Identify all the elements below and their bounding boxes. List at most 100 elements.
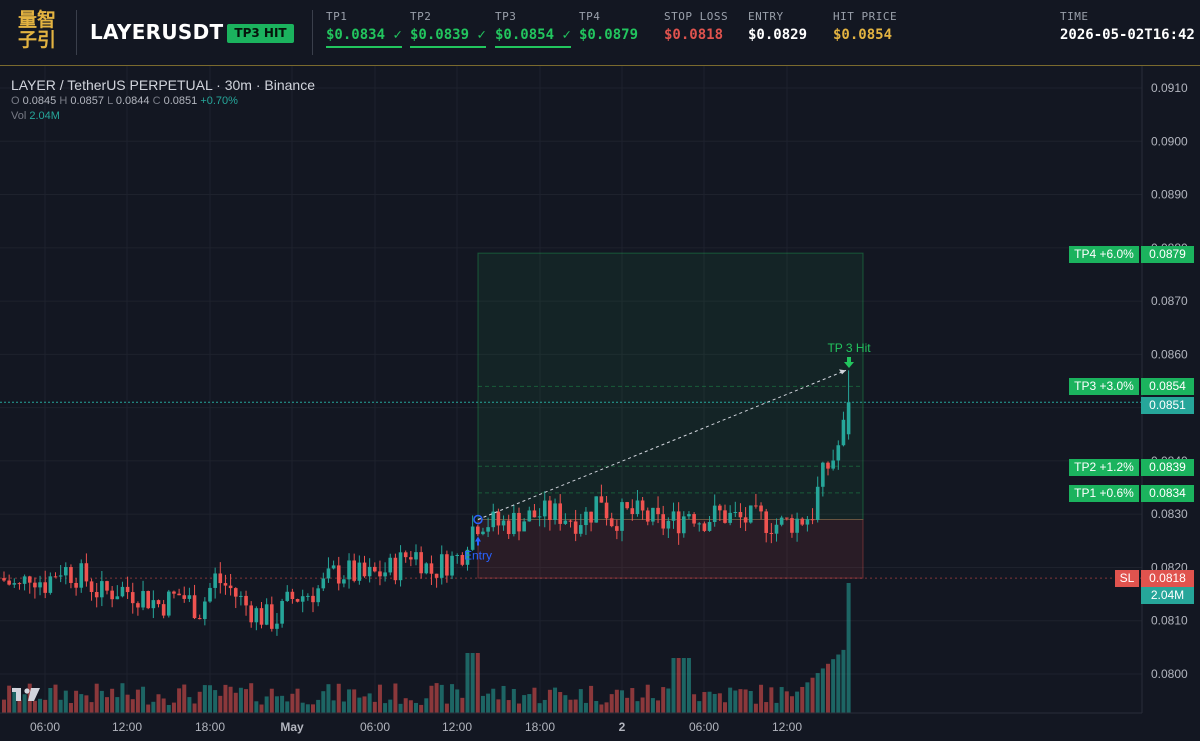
volume-bar [805,682,810,713]
candle-body [815,486,820,520]
candle-body [599,496,604,503]
candle-body [532,510,537,518]
volume-bar [110,688,115,713]
volume-bar [429,685,434,713]
tp1-value: $0.0834 ✓ [326,27,402,48]
tp4-label: TP4 [579,10,601,23]
volume-bar [676,658,681,713]
stop-loss-stat: STOP LOSS $0.0818 [664,10,728,46]
volume-bar [7,685,12,713]
candle-body [491,511,496,528]
volume-bar [269,688,274,713]
trend-arrow-head-icon [839,369,846,375]
volume-bar [748,690,753,713]
volume-bar [733,690,738,713]
volume-bar [506,700,511,713]
hit-price-stat: HIT PRICE $0.0854 [833,10,897,46]
candle-body [450,555,454,576]
candle-body [594,496,599,523]
time-tick-label: May [280,720,304,734]
tp1-price-tag: 0.0834 [1141,485,1194,502]
volume-bar [527,694,532,713]
volume-bar [599,704,604,713]
volume-bar [614,689,619,713]
candle-body [501,520,506,526]
entry-label: Entry [464,549,492,563]
volume-bar [151,701,156,713]
time-stat: TIME 2026-05-02T16:42 [1060,10,1195,46]
candle-body [460,554,465,565]
candle-body [316,588,320,603]
volume-bar [511,688,516,713]
candle-body [630,508,635,515]
candle-body [671,511,676,521]
candle-body [393,557,398,581]
volume-bar [177,688,182,713]
tradingview-logo-icon[interactable] [12,688,40,701]
volume-bar [32,700,37,713]
volume-bar [244,689,249,713]
candle-body [826,462,830,469]
candle-body [738,512,743,518]
close-label: C [152,95,161,107]
candle-body [378,571,382,577]
volume-bar [594,700,599,713]
candle-body [656,507,660,515]
candle-body [522,521,526,532]
candle-body [239,595,243,597]
candle-body [527,510,532,522]
candle-body [187,595,192,599]
candle-body [403,552,408,558]
time-axis[interactable]: 06:00 12:00 18:00 May 06:00 12:00 18:00 2 06:00 1… [30,720,802,734]
candle-body [285,591,290,601]
volume-bar [517,703,521,713]
volume-bar [12,687,17,713]
volume-bar [38,698,43,713]
candle-body [290,591,295,600]
volume-bar [419,704,424,713]
tp4-value: $0.0879 [579,27,639,43]
trend-arrow-line [477,369,847,520]
candle-body [192,595,197,619]
tp2-value: $0.0839 ✓ [410,27,486,48]
candle-body [383,572,387,577]
candle-body [48,576,53,593]
candle-body [172,591,176,594]
volume-bar [774,702,779,713]
volume-bar [779,687,784,713]
volume-bar [573,699,578,713]
volume-bar [264,696,269,713]
volume-bar [583,702,588,713]
volume-bar [249,683,254,713]
candle-body [831,460,835,469]
volume-bar [723,702,727,713]
candle-body [347,560,351,580]
tp-hit-label: TP 3 Hit [827,341,871,355]
brand-logo: 量智 子引 [17,9,56,51]
candle-body [841,419,846,446]
chart-symbol-legend[interactable]: LAYER / TetherUS PERPETUAL · 30m · Binan… [11,77,315,93]
price-tick-label: 0.0800 [1151,667,1188,681]
candle-body [481,531,485,535]
candle-body [424,563,429,574]
candles [2,370,851,636]
volume-bar [79,694,84,713]
candle-body [321,578,326,589]
volume-bar [115,697,120,713]
volume-bar [836,654,841,713]
candle-body [141,591,145,608]
stop-loss-value: $0.0818 [664,27,724,43]
volume-bar [826,663,830,713]
volume-bar [99,690,104,713]
candle-body [2,578,6,581]
volume-bar [486,693,491,713]
candle-body [388,557,393,573]
candle-body [589,511,593,523]
volume-bar [681,658,686,713]
volume-bar [274,696,279,713]
volume-bar [120,683,125,713]
candle-body [465,549,470,565]
volume-bar [393,683,398,713]
